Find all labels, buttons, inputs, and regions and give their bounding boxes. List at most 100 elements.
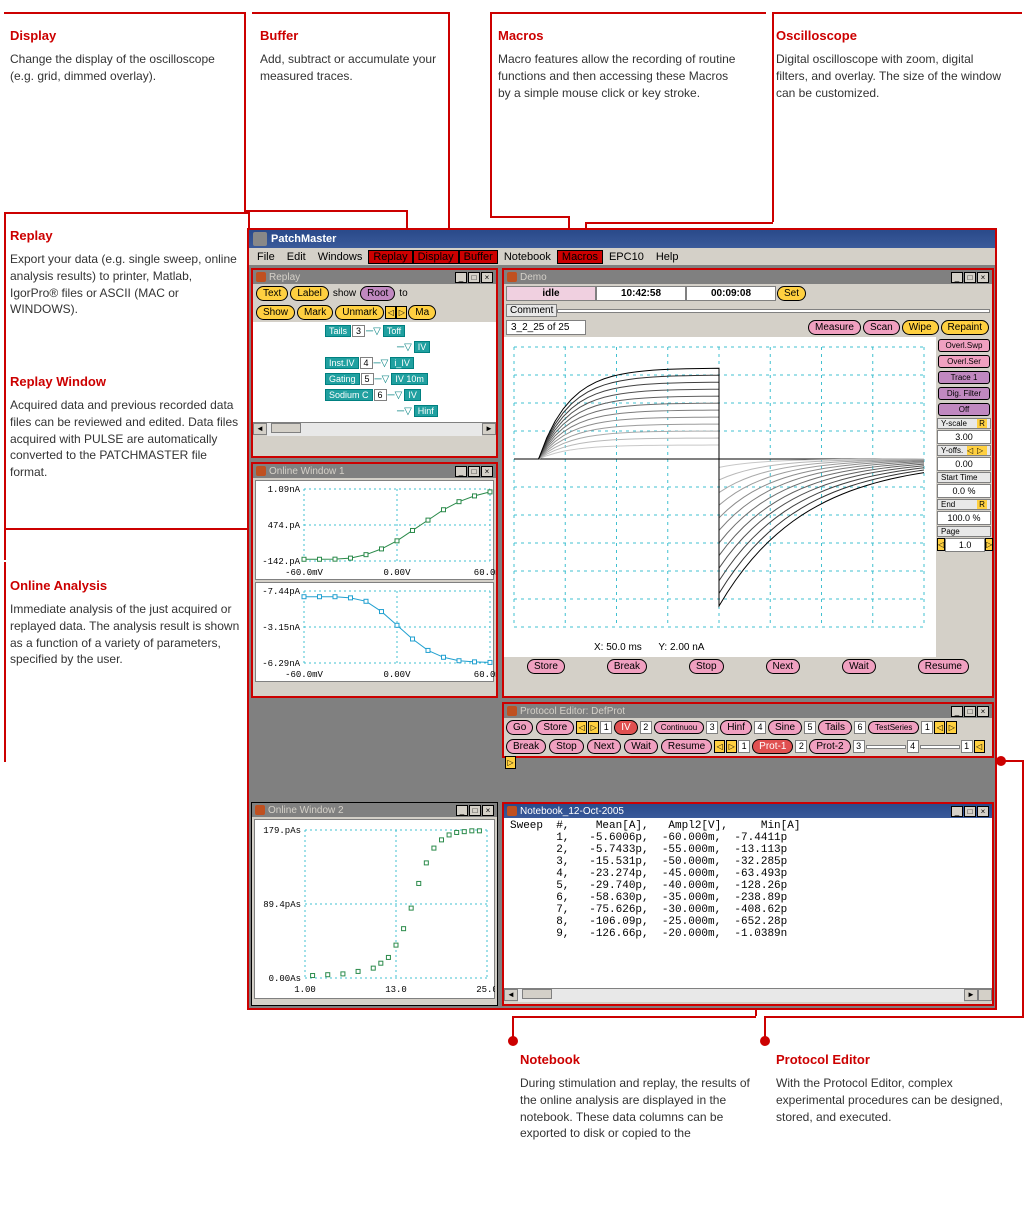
page-right-icon[interactable]: ▷	[985, 538, 993, 551]
scan-button[interactable]: Scan	[863, 320, 900, 335]
comment-field[interactable]	[557, 309, 990, 313]
empty-field[interactable]	[866, 745, 906, 749]
yoffs-value[interactable]: 0.00	[937, 457, 991, 471]
empty-field[interactable]	[920, 745, 960, 749]
left-arrow-icon[interactable]: ◁	[934, 721, 945, 734]
right-arrow-icon[interactable]: ▷	[505, 756, 516, 769]
resume-button[interactable]: Resume	[918, 659, 969, 674]
stop-button[interactable]: Stop	[689, 659, 724, 674]
online-window-2[interactable]: Online Window 2 _ □ × 179.pAs89.4pAs0.00…	[251, 802, 498, 1006]
continuous-button[interactable]: Continuou	[654, 721, 704, 734]
testseries-button[interactable]: TestSeries	[868, 721, 919, 734]
break-button[interactable]: Break	[506, 739, 546, 754]
prot2-button[interactable]: Prot-2	[809, 739, 850, 754]
sine-button[interactable]: Sine	[768, 720, 802, 735]
right-arrow-icon[interactable]: ▷	[588, 721, 599, 734]
label-button[interactable]: Label	[290, 286, 328, 301]
close-icon[interactable]: ×	[482, 805, 494, 816]
close-icon[interactable]: ×	[977, 706, 989, 717]
trace1-button[interactable]: Trace 1	[938, 371, 990, 384]
menu-notebook[interactable]: Notebook	[498, 250, 557, 264]
left-arrow-icon[interactable]: ◁	[974, 740, 985, 753]
oscilloscope-area[interactable]: X: 50.0 ms Y: 2.00 nA	[504, 337, 936, 657]
window-titlebar[interactable]: Online Window 2 _ □ ×	[252, 803, 497, 817]
minimize-icon[interactable]: _	[455, 272, 467, 283]
scroll-left-icon[interactable]: ◄	[253, 423, 267, 435]
wait-button[interactable]: Wait	[842, 659, 876, 674]
tree-row[interactable]: ─▽Hinf	[324, 403, 495, 419]
replay-tree[interactable]: Tails3─▽Toff─▽IVInst.IV4─▽i_IVGating5─▽I…	[253, 322, 496, 422]
maximize-icon[interactable]: □	[468, 272, 480, 283]
page-control[interactable]: ◁ 1.0 ▷	[937, 538, 991, 552]
mark-button[interactable]: Mark	[297, 305, 333, 320]
scroll-track[interactable]	[267, 423, 482, 436]
replay-window[interactable]: Replay _ □ × Text Label show Root to Sho…	[251, 268, 498, 458]
start-value[interactable]: 0.0 %	[937, 484, 991, 498]
window-titlebar[interactable]: Protocol Editor: DefProt _ □ ×	[504, 704, 992, 718]
ovl-ser-button[interactable]: Overl.Ser	[938, 355, 990, 368]
minimize-icon[interactable]: _	[951, 706, 963, 717]
off-button[interactable]: Off	[938, 403, 990, 416]
ma-button[interactable]: Ma	[408, 305, 436, 320]
repaint-button[interactable]: Repaint	[941, 320, 989, 335]
scroll-left-icon[interactable]: ◄	[504, 989, 518, 1001]
prot1-button[interactable]: Prot-1	[752, 739, 793, 754]
left-arrow-icon[interactable]: ◁	[714, 740, 725, 753]
menu-display[interactable]: Display	[413, 250, 459, 264]
hinf-button[interactable]: Hinf	[720, 720, 752, 735]
scroll-right-icon[interactable]: ►	[964, 989, 978, 1001]
store-button[interactable]: Store	[536, 720, 574, 735]
protocol-editor-window[interactable]: Protocol Editor: DefProt _ □ × Go Store …	[502, 702, 994, 758]
close-icon[interactable]: ×	[977, 272, 989, 283]
app-titlebar[interactable]: PatchMaster	[249, 230, 995, 248]
scroll-thumb[interactable]	[522, 989, 552, 999]
tails-button[interactable]: Tails	[818, 720, 852, 735]
window-titlebar[interactable]: Notebook_12-Oct-2005 _ □ ×	[504, 804, 992, 818]
minimize-icon[interactable]: _	[951, 806, 963, 817]
left-arrow-icon[interactable]: ◁	[385, 306, 396, 319]
minimize-icon[interactable]: _	[951, 272, 963, 283]
root-button[interactable]: Root	[360, 286, 395, 301]
wait-button[interactable]: Wait	[624, 739, 658, 754]
stop-button[interactable]: Stop	[549, 739, 584, 754]
menubar[interactable]: FileEditWindowsReplayDisplayBufferNotebo…	[249, 248, 995, 266]
maximize-icon[interactable]: □	[964, 706, 976, 717]
show-button[interactable]: Show	[256, 305, 295, 320]
menu-macros[interactable]: Macros	[557, 250, 603, 264]
text-button[interactable]: Text	[256, 286, 288, 301]
window-titlebar[interactable]: Online Window 1 _ □ ×	[253, 464, 496, 478]
maximize-icon[interactable]: □	[469, 805, 481, 816]
maximize-icon[interactable]: □	[964, 806, 976, 817]
measure-button[interactable]: Measure	[808, 320, 861, 335]
end-value[interactable]: 100.0 %	[937, 511, 991, 525]
tree-row[interactable]: Tails3─▽Toff	[324, 323, 495, 339]
demo-window[interactable]: Demo _ □ × idle 10:42:58 00:09:08 Set Co…	[502, 268, 994, 698]
tree-row[interactable]: Gating5─▽IV 10m	[324, 371, 495, 387]
close-icon[interactable]: ×	[481, 466, 493, 477]
unmark-button[interactable]: Unmark	[335, 305, 384, 320]
menu-buffer[interactable]: Buffer	[459, 250, 498, 264]
next-button[interactable]: Next	[766, 659, 801, 674]
scroll-track[interactable]	[518, 989, 964, 1002]
minimize-icon[interactable]: _	[456, 805, 468, 816]
menu-edit[interactable]: Edit	[281, 250, 312, 264]
right-arrow-icon[interactable]: ▷	[946, 721, 957, 734]
next-button[interactable]: Next	[587, 739, 622, 754]
scroll-thumb[interactable]	[271, 423, 301, 433]
notebook-content[interactable]: Sweep #, Mean[A], Ampl2[V], Min[A] 1, -5…	[504, 818, 992, 988]
page-left-icon[interactable]: ◁	[937, 538, 945, 551]
menu-help[interactable]: Help	[650, 250, 685, 264]
iv-button[interactable]: IV	[614, 720, 637, 735]
minimize-icon[interactable]: _	[455, 466, 467, 477]
wipe-button[interactable]: Wipe	[902, 320, 939, 335]
menu-replay[interactable]: Replay	[368, 250, 412, 264]
right-arrow-icon[interactable]: ▷	[396, 306, 407, 319]
menu-epc10[interactable]: EPC10	[603, 250, 650, 264]
scroll-right-icon[interactable]: ►	[482, 423, 496, 435]
scrollbar[interactable]: ◄ ►	[253, 422, 496, 436]
tree-row[interactable]: ─▽IV	[324, 339, 495, 355]
notebook-window[interactable]: Notebook_12-Oct-2005 _ □ × Sweep #, Mean…	[502, 802, 994, 1006]
maximize-icon[interactable]: □	[468, 466, 480, 477]
left-arrow-icon[interactable]: ◁	[576, 721, 587, 734]
break-button[interactable]: Break	[607, 659, 647, 674]
